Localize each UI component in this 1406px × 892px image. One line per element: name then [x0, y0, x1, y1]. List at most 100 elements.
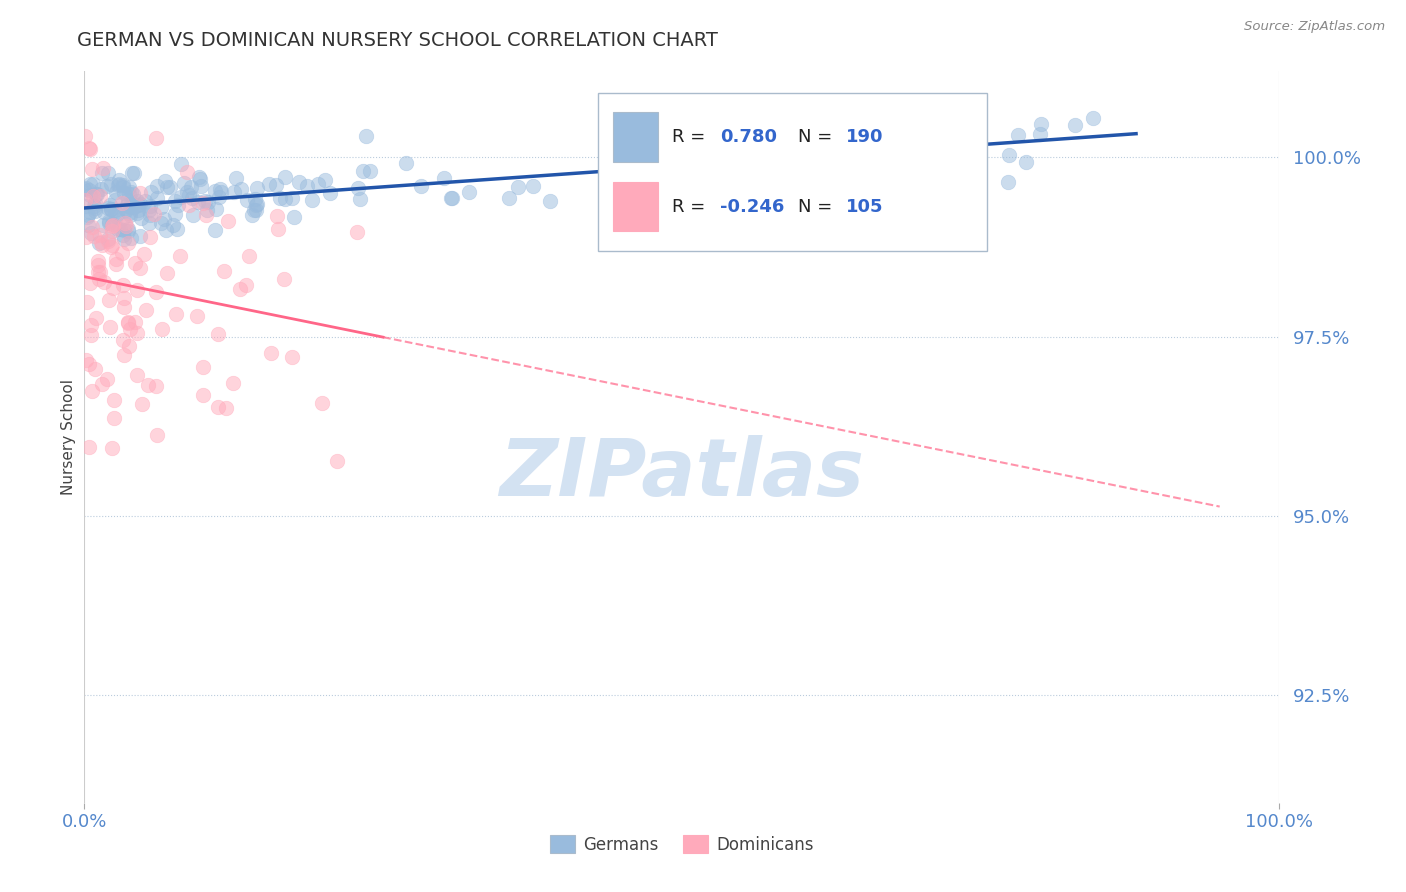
Point	[269, 191, 291, 205]
Point	[90, 182, 112, 196]
Point	[352, 163, 374, 178]
Point	[191, 387, 214, 401]
Point	[79, 327, 101, 342]
Point	[93, 275, 115, 289]
Point	[84, 186, 107, 201]
Point	[915, 118, 938, 132]
Point	[111, 178, 134, 193]
Point	[207, 400, 229, 414]
Point	[114, 216, 136, 230]
Point	[508, 180, 530, 194]
Point	[77, 357, 100, 371]
Point	[260, 346, 283, 360]
Text: 105: 105	[845, 197, 883, 216]
Point	[804, 186, 827, 200]
Point	[82, 189, 104, 203]
Point	[104, 186, 127, 200]
Point	[125, 283, 148, 297]
Point	[238, 249, 260, 263]
Point	[274, 193, 297, 207]
Point	[138, 203, 160, 218]
Point	[111, 227, 134, 242]
Point	[121, 187, 143, 202]
Point	[823, 133, 845, 147]
Point	[163, 194, 186, 208]
Text: N =: N =	[797, 197, 838, 216]
Point	[229, 281, 252, 295]
Point	[142, 207, 165, 221]
Point	[170, 156, 193, 170]
Text: N =: N =	[797, 128, 838, 146]
Point	[614, 153, 637, 167]
Point	[97, 214, 120, 228]
Point	[129, 197, 152, 211]
Point	[127, 198, 149, 212]
Point	[131, 396, 153, 410]
Point	[75, 353, 97, 368]
Point	[359, 164, 381, 178]
Point	[91, 219, 114, 233]
Point	[122, 166, 145, 180]
Point	[96, 179, 118, 194]
Point	[297, 179, 319, 194]
Point	[283, 210, 305, 224]
Point	[943, 138, 966, 153]
Point	[155, 222, 177, 236]
Point	[190, 178, 212, 193]
Point	[207, 327, 229, 342]
Point	[101, 441, 124, 455]
Point	[115, 219, 138, 233]
Point	[229, 182, 252, 196]
Point	[117, 180, 139, 194]
Point	[114, 202, 136, 217]
Point	[135, 303, 157, 318]
Point	[80, 220, 103, 235]
Point	[267, 222, 290, 236]
Point	[631, 152, 654, 166]
Point	[1081, 112, 1104, 126]
Point	[409, 179, 432, 194]
Point	[856, 156, 879, 170]
Point	[179, 187, 201, 202]
Point	[963, 144, 986, 158]
Point	[235, 278, 257, 293]
Point	[347, 180, 370, 194]
Point	[240, 208, 263, 222]
Point	[112, 301, 135, 315]
Point	[311, 396, 333, 410]
Point	[326, 454, 349, 468]
Point	[73, 199, 96, 213]
Point	[1064, 119, 1087, 133]
Point	[79, 141, 101, 155]
Point	[112, 186, 135, 201]
Point	[100, 240, 122, 254]
Point	[959, 131, 981, 145]
Point	[266, 209, 288, 223]
Text: -0.246: -0.246	[720, 197, 785, 216]
Point	[118, 206, 141, 220]
Point	[273, 271, 295, 285]
Point	[124, 315, 146, 329]
Point	[83, 199, 105, 213]
Point	[354, 129, 377, 144]
Point	[141, 185, 163, 199]
Point	[93, 205, 115, 219]
Point	[97, 202, 120, 216]
Point	[307, 177, 329, 191]
Point	[314, 172, 336, 186]
Point	[103, 202, 125, 217]
Point	[104, 252, 127, 267]
Point	[105, 257, 128, 271]
Text: 190: 190	[845, 128, 883, 146]
Point	[112, 333, 135, 347]
Point	[117, 193, 139, 207]
Point	[193, 194, 215, 208]
Point	[103, 393, 125, 408]
Point	[80, 226, 103, 240]
Point	[179, 198, 201, 212]
Point	[82, 161, 104, 176]
Point	[748, 138, 770, 153]
Y-axis label: Nursery School: Nursery School	[60, 379, 76, 495]
Point	[522, 178, 544, 193]
Point	[204, 223, 226, 237]
